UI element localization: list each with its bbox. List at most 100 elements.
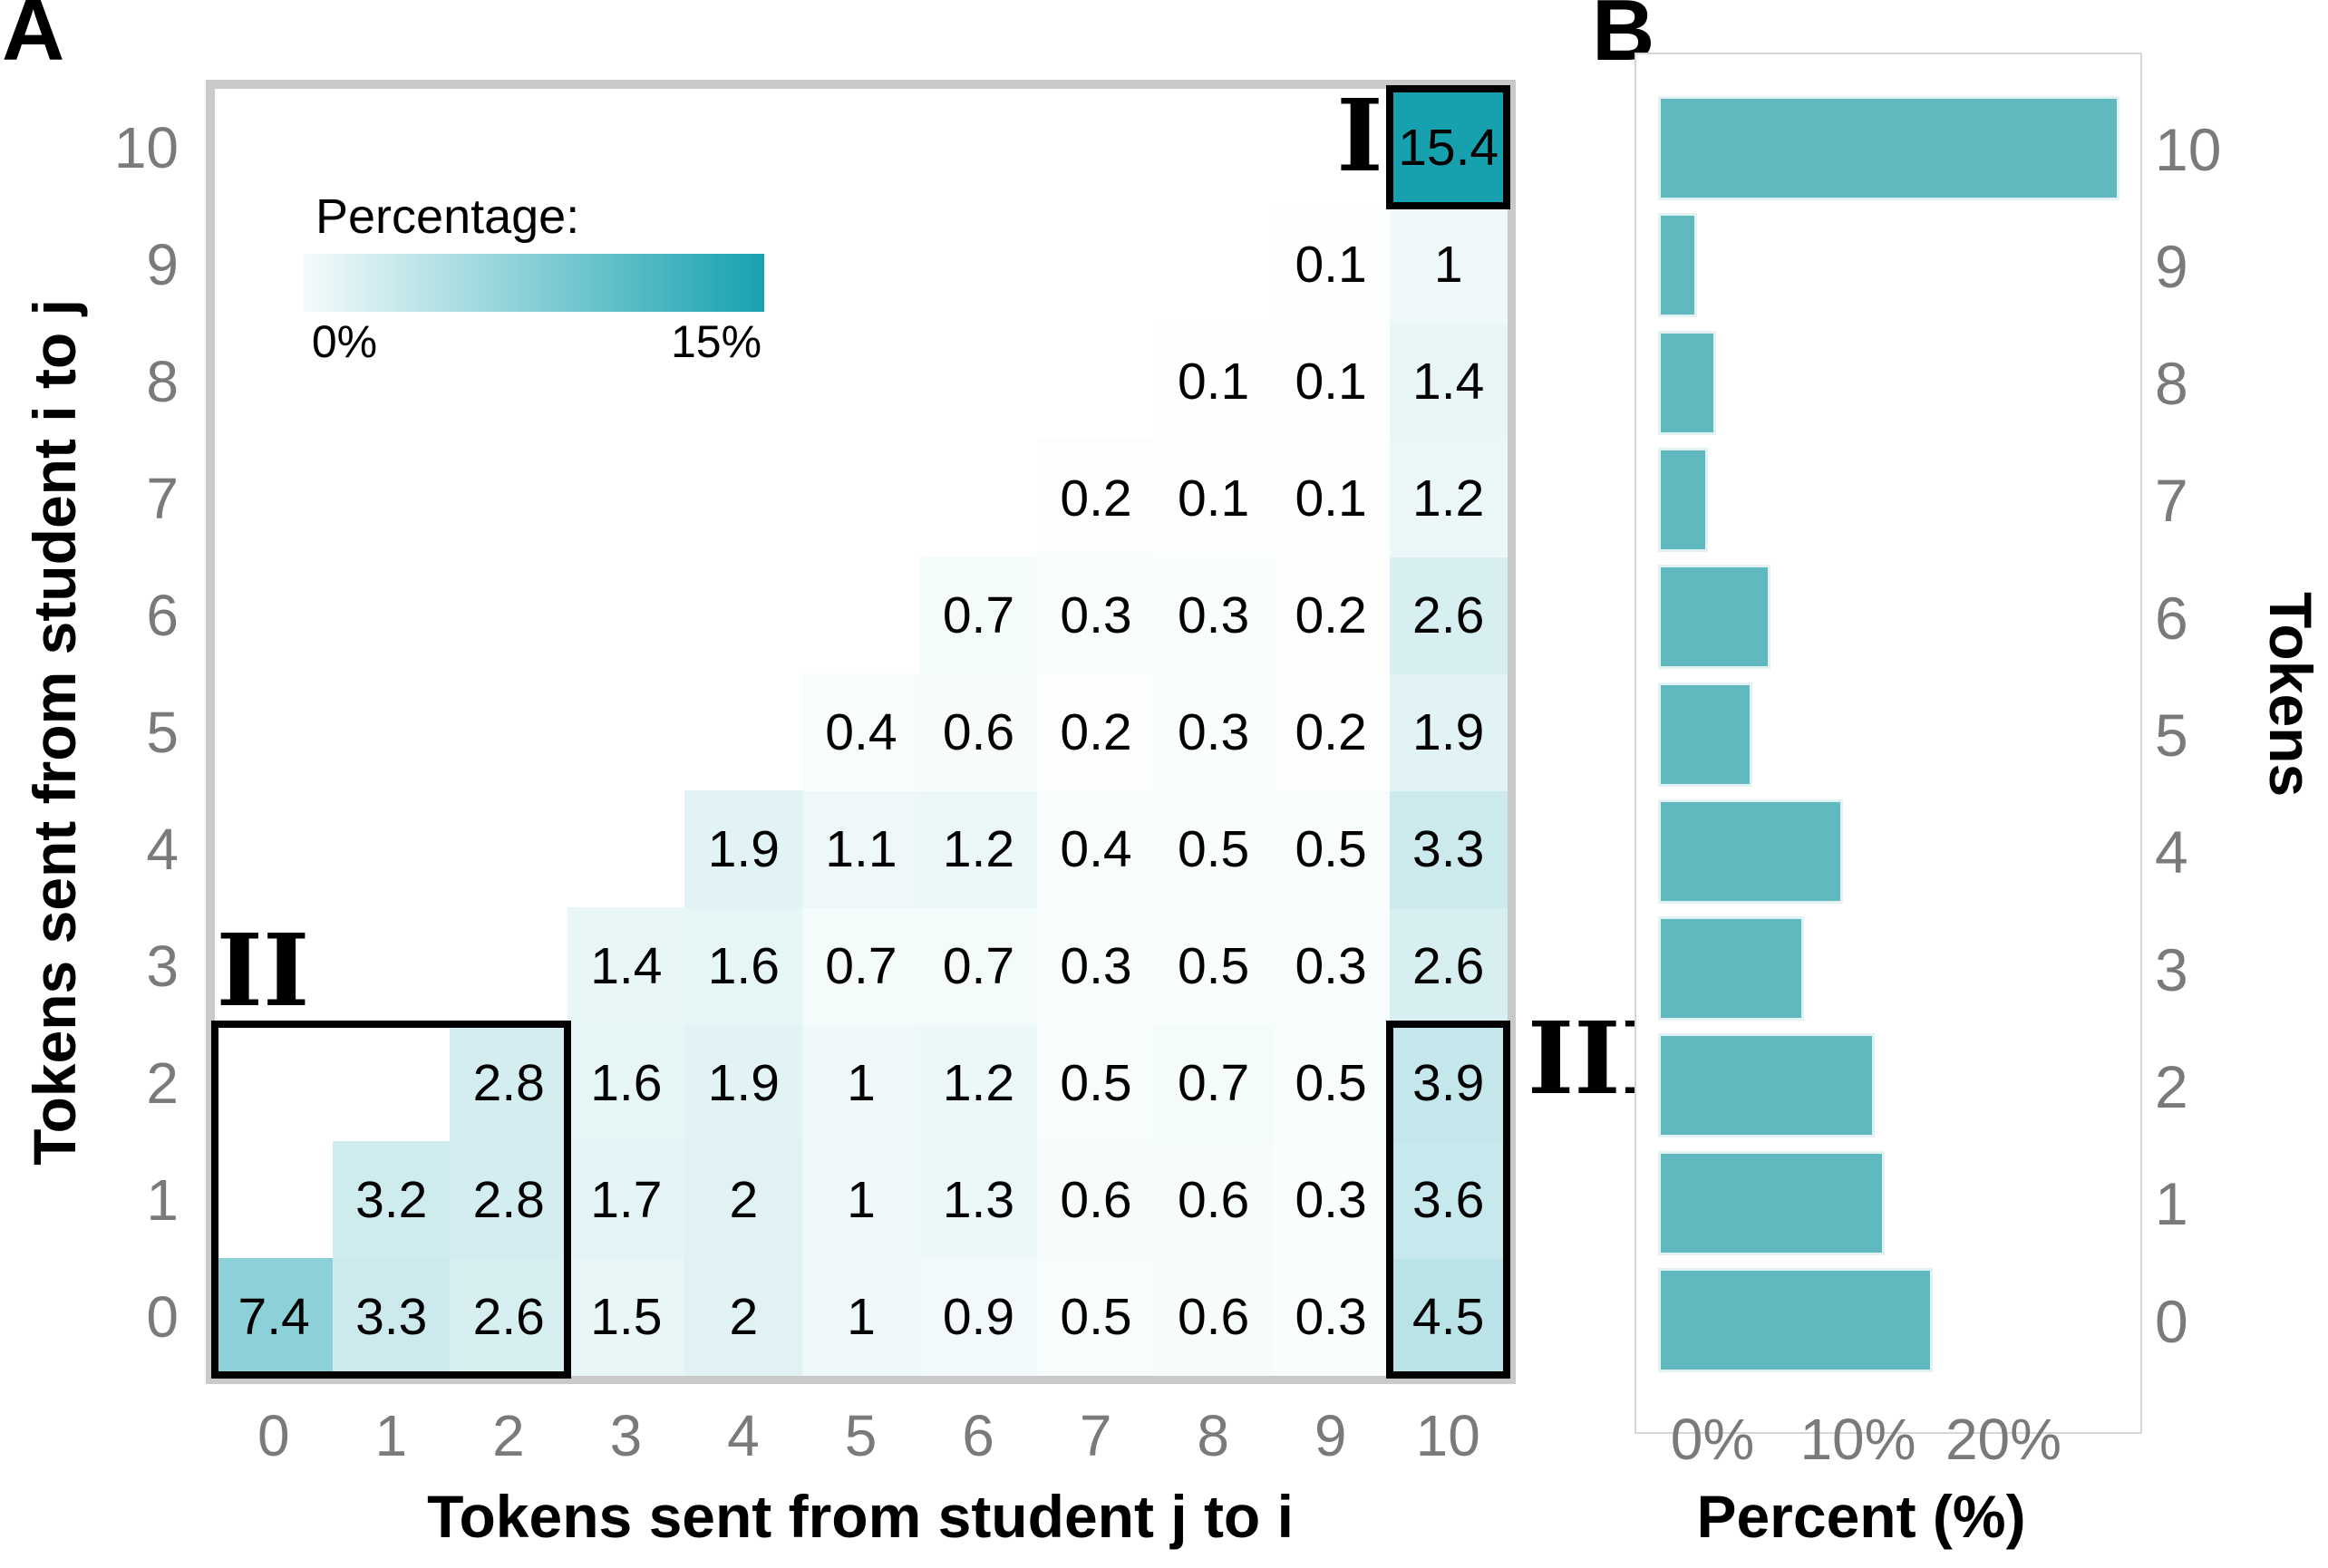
heatmap-cell-value: 0.9 — [942, 1287, 1015, 1346]
barchart-x-tick: 0% — [1670, 1407, 1755, 1472]
heatmap-cell: 0.5 — [1036, 1024, 1156, 1142]
annotation-box-iii — [1385, 1021, 1511, 1379]
heatmap-cell: 2.6 — [1389, 557, 1508, 674]
heatmap-cell-value: 0.3 — [1060, 936, 1132, 995]
heatmap-cell: 2.6 — [1389, 907, 1508, 1025]
heatmap-cell: 4.5 — [1389, 1258, 1508, 1376]
heatmap-x-tick: 5 — [844, 1403, 878, 1468]
heatmap-cell: 3.3 — [1389, 790, 1508, 908]
heatmap-x-tick: 2 — [492, 1403, 525, 1468]
bar-token-2 — [1658, 1033, 1876, 1138]
heatmap-cell-value: 1.4 — [1412, 352, 1485, 411]
heatmap-cell-value: 1.6 — [590, 1053, 663, 1112]
heatmap-cell: 1 — [801, 1141, 921, 1259]
bar-token-3 — [1658, 916, 1804, 1021]
heatmap-cell-value: 1.3 — [942, 1170, 1015, 1229]
heatmap-cell-value: 1.9 — [707, 819, 780, 878]
heatmap-cell: 3.2 — [332, 1141, 451, 1259]
heatmap-cell: 0.1 — [1271, 440, 1391, 557]
heatmap-cell: 3.3 — [332, 1258, 451, 1376]
heatmap-cell: 0.4 — [801, 673, 921, 791]
barchart-y-tick: 7 — [2155, 467, 2188, 535]
barchart-y-tick: 9 — [2155, 232, 2188, 300]
heatmap-x-tick: 0 — [257, 1403, 290, 1468]
barchart-y-tick: 10 — [2155, 115, 2222, 183]
heatmap-cell: 0.3 — [1271, 1141, 1391, 1259]
barchart-y-tick: 5 — [2155, 702, 2188, 769]
heatmap-cell-value: 0.7 — [1177, 1053, 1250, 1112]
heatmap-y-tick: 10 — [113, 114, 179, 180]
bar-token-5 — [1658, 682, 1753, 787]
heatmap-y-axis-title: Tokens sent from student i to j — [21, 299, 88, 1166]
heatmap-cell-value: 2.6 — [472, 1287, 545, 1346]
heatmap-x-tick: 7 — [1079, 1403, 1112, 1468]
heatmap-cell-value: 0.3 — [1177, 586, 1250, 644]
heatmap-cell-value: 0.1 — [1295, 352, 1367, 411]
heatmap-cell-value: 3.2 — [355, 1170, 428, 1229]
heatmap-cell-value: 0.7 — [825, 936, 897, 995]
heatmap-cell: 0.9 — [919, 1258, 1038, 1376]
heatmap-cell: 1.4 — [1389, 323, 1508, 440]
heatmap-cell-value: 0.5 — [1060, 1053, 1132, 1112]
annotation-label-i: I — [1336, 77, 1383, 194]
heatmap-cell-value: 1 — [847, 1053, 876, 1112]
heatmap-cell-value: 7.4 — [238, 1287, 310, 1346]
heatmap-cell-value: 1.6 — [707, 936, 780, 995]
heatmap-y-tick: 9 — [146, 231, 179, 297]
heatmap-cell-value: 3.3 — [355, 1287, 428, 1346]
heatmap-cell: 1.4 — [567, 907, 685, 1025]
heatmap-cell: 3.6 — [1389, 1141, 1508, 1259]
heatmap-cell: 1.9 — [1389, 673, 1508, 791]
heatmap-cell-value: 0.5 — [1295, 819, 1367, 878]
heatmap-cell-value: 1.7 — [590, 1170, 663, 1229]
heatmap-cell: 0.2 — [1271, 557, 1391, 674]
bar-token-6 — [1658, 565, 1770, 670]
heatmap-y-tick: 1 — [146, 1166, 179, 1233]
annotation-box-ii — [211, 1021, 571, 1379]
heatmap-cell: 2.8 — [450, 1024, 568, 1142]
heatmap-cell: 0.3 — [1271, 1258, 1391, 1376]
heatmap-cell-value: 0.3 — [1295, 1170, 1367, 1229]
annotation-box-i — [1385, 85, 1511, 209]
heatmap-cell-value: 2.8 — [472, 1053, 545, 1112]
heatmap-cell-value: 0.1 — [1295, 235, 1367, 294]
heatmap-cell: 0.2 — [1036, 440, 1156, 557]
heatmap-cell: 1.3 — [919, 1141, 1038, 1259]
bar-token-7 — [1658, 447, 1708, 552]
heatmap-y-tick: 6 — [146, 582, 179, 648]
heatmap-cell: 0.6 — [1036, 1141, 1156, 1259]
legend-min-label: 0% — [311, 316, 378, 367]
heatmap-cell-value: 0.2 — [1295, 702, 1367, 761]
heatmap-cell: 1 — [801, 1258, 921, 1376]
heatmap-cell-value: 3.6 — [1412, 1170, 1485, 1229]
heatmap-cell-value: 0.1 — [1295, 469, 1367, 528]
barchart-x-axis-title: Percent (%) — [1696, 1483, 2026, 1550]
heatmap-cell-value: 0.3 — [1060, 586, 1132, 644]
barchart-x-tick: 20% — [1945, 1407, 2062, 1472]
heatmap-cell: 0.7 — [1154, 1024, 1273, 1142]
legend-gradient — [304, 254, 764, 312]
bar-token-4 — [1658, 799, 1843, 904]
heatmap-cell-value: 0.2 — [1060, 469, 1132, 528]
heatmap-cell-value: 0.6 — [942, 702, 1015, 761]
heatmap-cell-value: 0.5 — [1295, 1053, 1367, 1112]
heatmap-cell: 0.1 — [1154, 323, 1273, 440]
heatmap-cell: 0.3 — [1154, 557, 1273, 674]
heatmap-x-tick: 9 — [1314, 1403, 1347, 1468]
heatmap-cell-value: 0.1 — [1177, 469, 1250, 528]
heatmap-cell-value: 0.5 — [1177, 819, 1250, 878]
barchart-y-tick: 4 — [2155, 818, 2188, 886]
heatmap-cell: 0.6 — [1154, 1258, 1273, 1376]
heatmap-cell: 2.6 — [450, 1258, 568, 1376]
heatmap-cell-value: 1 — [847, 1287, 876, 1346]
barchart-y-tick: 0 — [2155, 1287, 2188, 1355]
barchart-y-tick: 1 — [2155, 1170, 2188, 1238]
heatmap-x-axis-title: Tokens sent from student j to i — [427, 1483, 1294, 1550]
heatmap-cell-value: 1.5 — [590, 1287, 663, 1346]
legend-max-label: 15% — [670, 316, 762, 367]
heatmap-cell: 0.3 — [1036, 907, 1156, 1025]
heatmap-cell: 0.3 — [1271, 907, 1391, 1025]
heatmap-y-tick: 7 — [146, 465, 179, 531]
heatmap-cell-value: 0.5 — [1177, 936, 1250, 995]
